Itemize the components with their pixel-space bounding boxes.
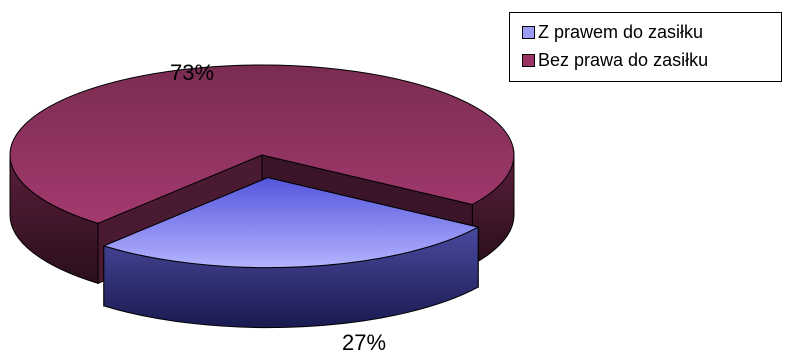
- legend-swatch-purple: [522, 53, 535, 67]
- legend-item-with-benefit: Z prawem do zasiłku: [522, 18, 781, 46]
- pie-slice-bez-prawa: [9, 64, 515, 224]
- legend-item-without-benefit: Bez prawa do zasiłku: [522, 46, 781, 74]
- data-label-27: 27%: [342, 330, 387, 355]
- data-label-73: 73%: [170, 60, 215, 85]
- legend-label: Bez prawa do zasiłku: [538, 49, 709, 70]
- legend-label: Z prawem do zasiłku: [538, 21, 704, 42]
- legend-swatch-blue: [522, 25, 535, 39]
- legend: Z prawem do zasiłku Bez prawa do zasiłku: [509, 12, 782, 82]
- pie-slice-z-prawem: [102, 177, 480, 269]
